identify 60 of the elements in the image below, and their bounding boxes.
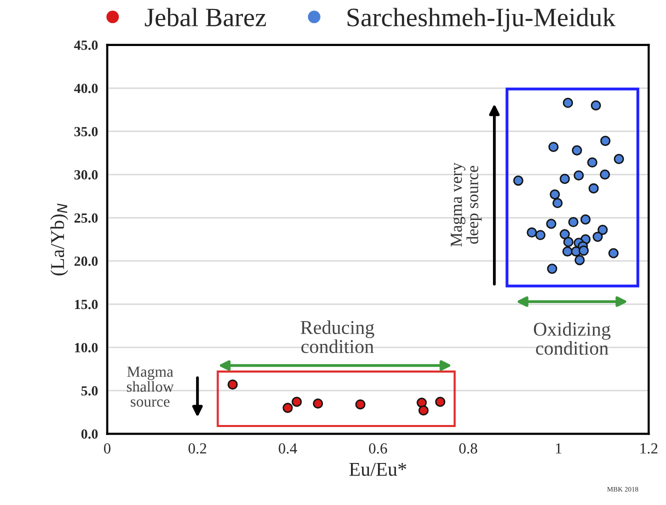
point — [574, 170, 584, 181]
x-tick-label: 0.2 — [188, 443, 206, 454]
point — [574, 255, 585, 266]
annotation: Magma very deep source — [450, 162, 482, 247]
y-tick-label: 40.0 — [74, 84, 98, 94]
annotation: Magma shallow source — [126, 366, 174, 407]
point — [588, 183, 599, 194]
y-tick-label: 20.0 — [74, 256, 98, 266]
point — [435, 396, 446, 407]
point — [572, 145, 582, 156]
annotation: Reducing condition — [300, 320, 374, 354]
y-tick-label: 35.0 — [74, 126, 98, 136]
point — [590, 100, 601, 111]
annotation: Oxidizing condition — [534, 322, 610, 355]
x-tick-label: 0.4 — [278, 443, 298, 454]
point — [513, 176, 524, 186]
point — [312, 398, 324, 409]
point — [560, 174, 570, 184]
x-tick-label: 0.6 — [368, 443, 388, 454]
point — [550, 189, 560, 200]
point — [600, 169, 610, 180]
y-tick-label: 45.0 — [74, 40, 98, 50]
x-axis-title: Eu/Eu* — [349, 462, 406, 476]
point — [418, 405, 429, 416]
x-tick-label: 1.2 — [640, 443, 658, 454]
point — [600, 136, 610, 146]
point — [547, 264, 558, 274]
point — [578, 246, 589, 256]
point — [548, 142, 559, 152]
point — [592, 232, 603, 242]
legend-label: Sarcheshmeh-Iju-Meiduk — [348, 8, 616, 32]
y-tick-label: 5.0 — [81, 386, 98, 396]
point — [228, 379, 238, 390]
point — [562, 98, 574, 108]
point — [563, 236, 574, 248]
y-axis-title: (La/Yb)$_{N}$ — [50, 204, 68, 276]
x-tick-label: 0.8 — [459, 443, 478, 454]
y-tick-label: 15.0 — [75, 300, 98, 310]
point — [546, 218, 556, 229]
point — [587, 157, 598, 168]
point — [562, 246, 573, 257]
point — [355, 399, 366, 410]
y-tick-label: 30.0 — [74, 170, 98, 180]
point — [535, 230, 546, 240]
y-tick-label: 25.0 — [74, 213, 98, 223]
point — [292, 396, 302, 407]
point — [282, 402, 293, 413]
point — [614, 154, 624, 164]
point — [568, 217, 578, 228]
legend-label: Jebal Barez — [144, 8, 266, 26]
point — [560, 229, 570, 240]
point — [598, 224, 608, 235]
point — [580, 214, 591, 225]
x-tick-label: 0 — [104, 443, 110, 454]
x-tick-label: 1 — [556, 443, 562, 454]
point — [608, 248, 619, 258]
y-tick-label: 0.0 — [81, 429, 98, 439]
point — [552, 198, 563, 208]
y-tick-label: 10.0 — [75, 342, 98, 352]
point — [526, 227, 537, 238]
